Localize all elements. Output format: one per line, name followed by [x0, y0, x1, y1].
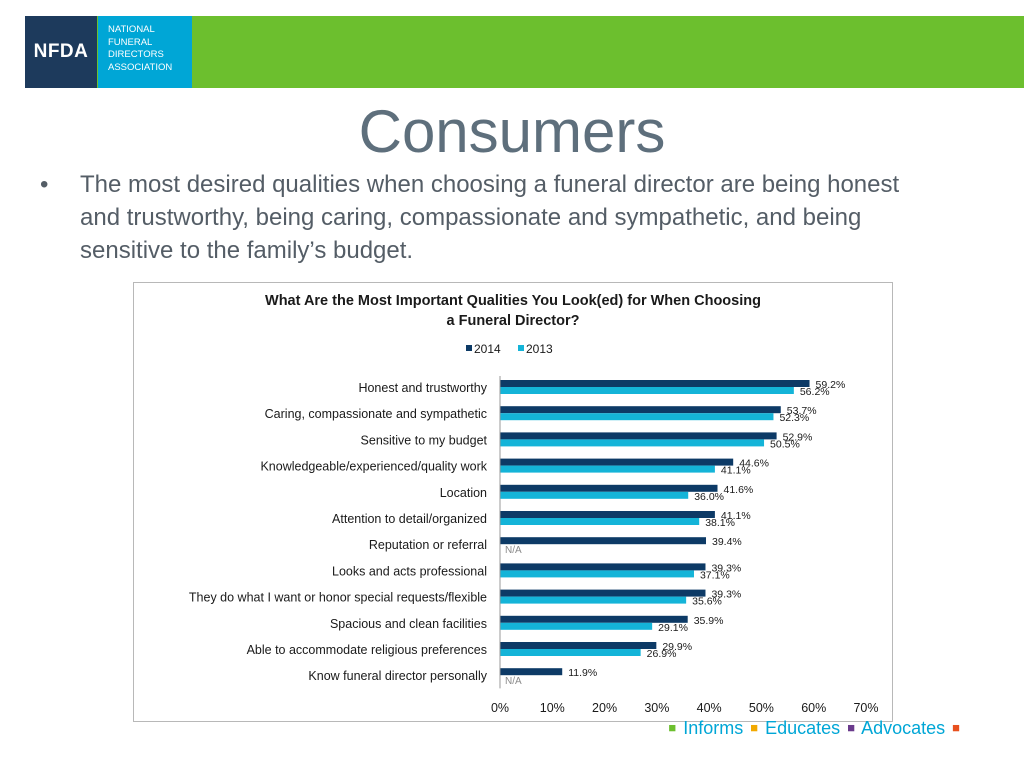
bar: [500, 491, 689, 499]
logo-line: NATIONAL: [108, 24, 155, 35]
legend-label: 2014: [474, 342, 501, 356]
category-label: Knowledgeable/experienced/quality work: [260, 460, 487, 474]
x-tick-label: 40%: [697, 701, 722, 715]
category-label: Spacious and clean facilities: [330, 617, 487, 631]
bar: [500, 537, 707, 545]
data-label: 41.1%: [721, 510, 751, 522]
bar: [500, 563, 706, 571]
bullet-dot: •: [40, 171, 49, 198]
footer-taglines: ■ Informs ■ Educates ■ Advocates ■: [666, 718, 962, 739]
bar: [500, 589, 706, 597]
data-label: 26.9%: [647, 648, 677, 660]
category-label: Able to accommodate religious preference…: [247, 643, 487, 657]
square-icon: ■: [952, 720, 960, 735]
category-label: Looks and acts professional: [332, 564, 487, 578]
bar: [500, 406, 781, 414]
data-label: 37.1%: [700, 569, 730, 581]
bar: [500, 458, 734, 466]
data-label: 39.3%: [711, 589, 741, 601]
logo-line: DIRECTORS: [108, 49, 164, 60]
logo-line: ASSOCIATION: [108, 61, 173, 73]
data-label: 41.6%: [724, 484, 754, 496]
data-label: 56.2%: [800, 386, 830, 398]
slide-title: Consumers: [358, 98, 666, 165]
data-label: 39.3%: [711, 562, 741, 574]
data-label: 36.0%: [694, 491, 724, 503]
data-label: 29.1%: [658, 622, 688, 634]
x-tick-label: 0%: [491, 701, 509, 715]
category-label: Attention to detail/organized: [332, 512, 487, 526]
bar: [500, 518, 700, 525]
category-label: Know funeral director personally: [308, 669, 487, 683]
bar-chart: What Are the Most Important Qualities Yo…: [189, 293, 879, 715]
data-label: 50.5%: [770, 438, 800, 450]
square-icon: ■: [847, 720, 856, 735]
x-tick-label: 50%: [749, 701, 774, 715]
chart-title: What Are the Most Important Qualities Yo…: [265, 293, 761, 309]
legend-label: 2013: [526, 342, 553, 356]
data-label: 59.2%: [816, 379, 846, 391]
data-label: 38.1%: [705, 517, 735, 529]
footer-item-informs: Informs: [683, 718, 744, 738]
bar: [500, 649, 641, 656]
legend-swatch: [466, 345, 472, 351]
bar: [500, 387, 794, 394]
x-tick-label: 60%: [801, 701, 826, 715]
footer-item-advocates: Advocates: [861, 718, 946, 738]
data-label: 44.6%: [739, 458, 769, 470]
nfda-logo: NFDA: [25, 16, 97, 88]
square-icon: ■: [750, 720, 759, 735]
x-tick-label: 10%: [540, 701, 565, 715]
bar: [500, 615, 688, 623]
data-label: 35.9%: [694, 615, 724, 627]
data-label-na: N/A: [505, 545, 522, 556]
category-label: Reputation or referral: [369, 538, 487, 552]
footer-item-educates: Educates: [765, 718, 841, 738]
bar: [500, 380, 810, 387]
category-label: Caring, compassionate and sympathetic: [265, 407, 487, 421]
bar: [500, 413, 774, 421]
category-label: Honest and trustworthy: [358, 381, 487, 395]
logo-wordmark: NATIONAL FUNERAL DIRECTORS ASSOCIATION: [98, 16, 192, 88]
data-label: 29.9%: [662, 641, 692, 653]
bar: [500, 596, 687, 604]
bar: [500, 570, 694, 578]
data-label: 35.6%: [692, 596, 722, 608]
data-label: 53.7%: [787, 405, 817, 417]
bullet-text: The most desired qualities when choosing…: [80, 171, 900, 264]
bar: [500, 642, 657, 649]
x-tick-label: 30%: [644, 701, 669, 715]
data-label: 52.3%: [779, 412, 809, 424]
category-label: Location: [440, 486, 487, 500]
chart-title: a Funeral Director?: [447, 313, 580, 329]
logo-line: FUNERAL: [108, 36, 153, 48]
category-label: Sensitive to my budget: [361, 433, 488, 447]
data-label: 41.1%: [721, 465, 751, 477]
data-label-na: N/A: [505, 676, 522, 687]
square-icon: ■: [668, 720, 677, 735]
x-tick-label: 70%: [853, 701, 878, 715]
data-label: 52.9%: [783, 431, 813, 443]
bar: [500, 465, 715, 473]
x-tick-label: 20%: [592, 701, 617, 715]
category-label: They do what I want or honor special req…: [189, 591, 487, 605]
bar: [500, 668, 563, 676]
bar: [500, 439, 765, 447]
data-label: 39.4%: [712, 536, 742, 548]
bar: [500, 622, 653, 630]
chart-frame: What Are the Most Important Qualities Yo…: [133, 282, 893, 722]
bar: [500, 484, 718, 492]
legend-swatch: [518, 345, 524, 351]
data-label: 11.9%: [568, 667, 597, 679]
bar: [500, 432, 777, 440]
logo-mark-text: NFDA: [33, 41, 89, 62]
bar: [500, 511, 715, 518]
